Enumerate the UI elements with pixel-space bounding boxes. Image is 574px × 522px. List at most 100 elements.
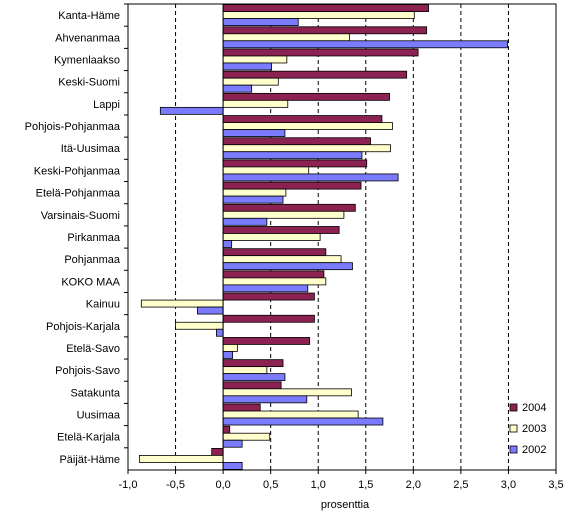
axes [124, 3, 557, 474]
category-label: KOKO MAA [61, 276, 120, 288]
bar-2004 [222, 4, 429, 12]
category-labels: Kanta-Häme Ahvenanmaa Kymenlaakso Keski-Suo… [25, 10, 121, 466]
category-label: Keski-Pohjanmaa [34, 165, 121, 177]
category-label: Ahvenanmaa [55, 32, 121, 44]
legend: 2004 2003 2002 [509, 402, 546, 456]
bar-2003 [222, 410, 359, 419]
category-label: Pohjois-Karjala [46, 321, 121, 333]
bar-2004 [222, 92, 390, 101]
x-tick-label: 0,5 [263, 479, 278, 491]
x-tick-labels: -1,0 -0,5 0,0 0,5 1,0 1,5 2,0 2,5 3,0 3,5 [119, 479, 564, 491]
legend-label-2002: 2002 [522, 444, 546, 456]
x-tick-label: 3,0 [501, 479, 516, 491]
bar-2003 [222, 366, 268, 375]
bar-2004 [222, 26, 428, 35]
legend-swatch-2002 [509, 445, 518, 454]
legend-label-2003: 2003 [522, 423, 546, 435]
bar-2002 [222, 240, 233, 248]
bar-2003 [140, 299, 224, 308]
category-label: Keski-Suomi [58, 77, 120, 89]
bar-2004 [222, 115, 383, 123]
bar-2003 [222, 277, 327, 286]
bar-2002 [222, 262, 353, 271]
category-label: Satakunta [70, 387, 120, 399]
bar-2004 [222, 381, 282, 390]
bar-2004 [222, 337, 311, 345]
legend-swatch-2004 [509, 403, 518, 412]
x-tick-label: 1,0 [311, 479, 326, 491]
category-label: Pohjois-Pohjanmaa [25, 121, 121, 133]
bar-2002 [222, 417, 384, 426]
bar-2002 [222, 439, 243, 448]
bar-2004 [222, 137, 371, 146]
x-tick-label: 3,5 [548, 479, 563, 491]
x-axis-title: prosenttia [321, 499, 370, 511]
bar-2003 [222, 255, 342, 264]
bar-2004 [211, 448, 224, 456]
bars [139, 4, 508, 470]
category-label: Kymenlaakso [54, 54, 120, 66]
bar-2002 [222, 18, 299, 26]
category-label: Pohjanmaa [64, 254, 121, 266]
bar-2003 [222, 188, 287, 197]
bar-2003 [222, 99, 289, 108]
category-label: Päijät-Häme [59, 454, 120, 466]
bar-2004 [222, 70, 408, 79]
bar-2004 [222, 403, 261, 412]
bar-2002 [159, 106, 224, 115]
bar-2003 [222, 166, 310, 175]
bar-2004 [222, 248, 327, 257]
legend-swatch-2003 [509, 424, 518, 433]
bar-2003 [222, 122, 393, 130]
legend-label-2004: 2004 [522, 402, 546, 414]
bar-2003 [222, 144, 391, 153]
bar-2003 [222, 11, 415, 19]
x-tick-label: -0,5 [166, 479, 185, 491]
category-label: Etelä-Savo [66, 343, 120, 355]
category-label: Varsinais-Suomi [41, 210, 120, 222]
bar-2003 [222, 210, 345, 219]
category-label: Pohjois-Savo [55, 365, 120, 377]
bar-2003 [222, 233, 321, 241]
bar-2004 [222, 203, 356, 212]
bar-2002 [222, 217, 268, 226]
bar-2004 [222, 159, 368, 168]
category-label: Etelä-Pohjanmaa [36, 188, 121, 200]
x-tick-label: 0,0 [215, 479, 230, 491]
bar-2003 [139, 455, 224, 463]
category-label: Uusimaa [77, 410, 121, 422]
bar-2002 [222, 373, 286, 382]
category-label: Etelä-Karjala [57, 432, 121, 444]
bar-2003 [222, 55, 288, 64]
bar-2003 [222, 432, 271, 441]
bar-2004 [222, 359, 284, 368]
bar-2003 [222, 388, 352, 397]
bar-2002 [222, 462, 243, 470]
category-label: Itä-Uusimaa [61, 143, 121, 155]
bar-2004 [222, 314, 315, 323]
bar-2004 [222, 181, 362, 190]
bar-2002 [222, 151, 363, 160]
x-tick-label: 1,5 [358, 479, 373, 491]
x-tick-label: -1,0 [119, 479, 138, 491]
bar-2003 [222, 344, 238, 352]
category-label: Kanta-Häme [58, 10, 120, 22]
bar-2002 [222, 284, 309, 293]
x-tick-label: 2,0 [406, 479, 421, 491]
bar-2002 [197, 306, 224, 315]
bar-2002 [222, 351, 234, 359]
bar-2002 [222, 40, 508, 49]
bar-2004 [222, 425, 231, 434]
bar-2004 [222, 270, 325, 279]
bar-2002 [216, 328, 224, 337]
bar-2002 [222, 129, 286, 137]
plot-area-border [127, 3, 557, 471]
bar-2004 [222, 48, 419, 57]
bar-2003 [222, 33, 351, 42]
bar-2002 [222, 173, 399, 182]
bar-2003 [175, 321, 224, 330]
bar-2004 [222, 226, 340, 234]
category-label: Pirkanmaa [67, 232, 120, 244]
bar-2002 [222, 395, 308, 404]
